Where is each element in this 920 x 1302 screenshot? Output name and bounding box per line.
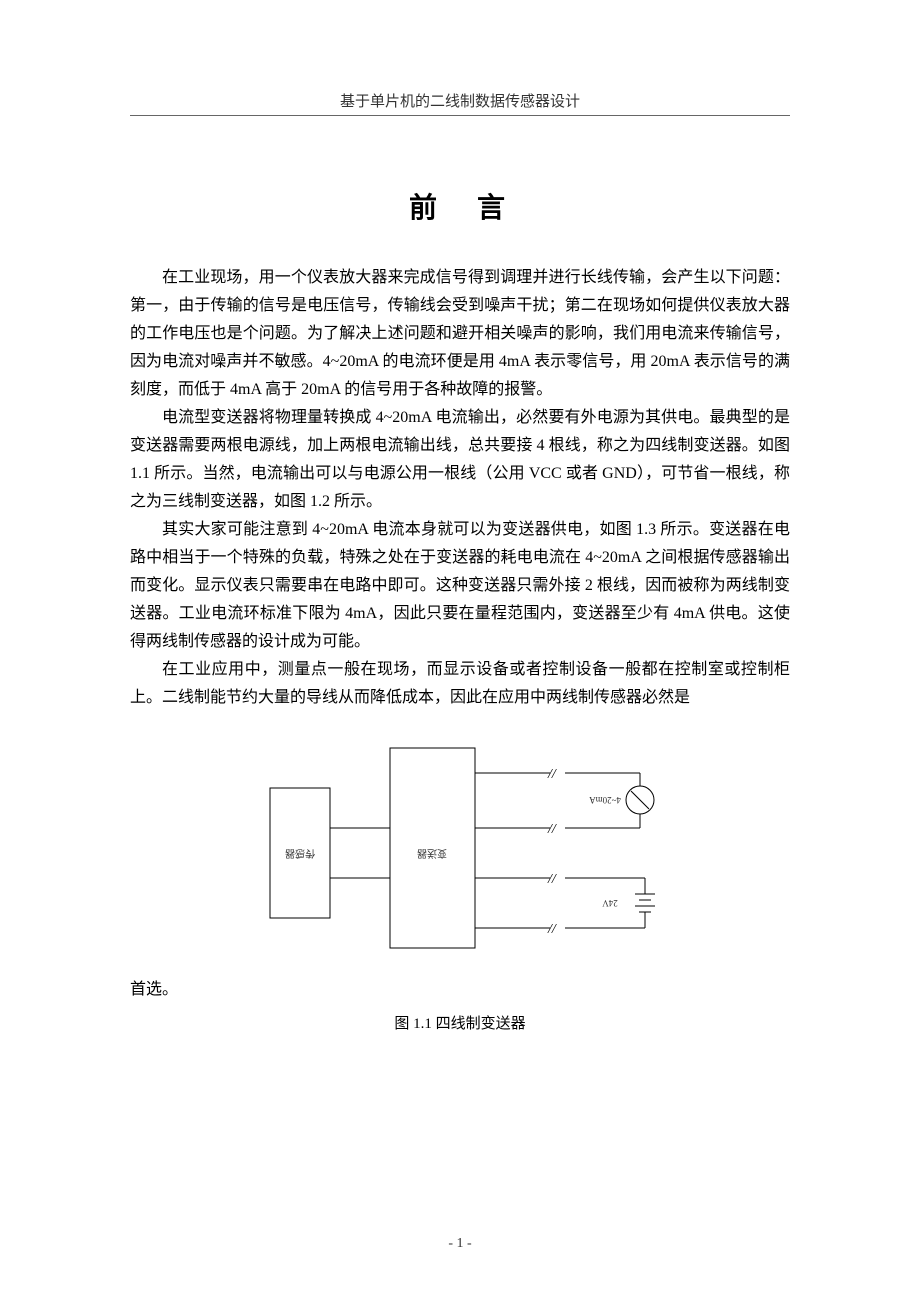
paragraph-1: 在工业现场，用一个仪表放大器来完成信号得到调理并进行长线传输，会产生以下问题：第… [130, 264, 790, 404]
voltage-label: 24V [602, 898, 618, 908]
current-label: 4~20mA [589, 795, 621, 805]
paragraph-4: 在工业应用中，测量点一般在现场，而显示设备或者控制设备一般都在控制室或控制柜上。… [130, 656, 790, 712]
document-title: 前 言 [130, 186, 790, 226]
document-body: 在工业现场，用一个仪表放大器来完成信号得到调理并进行长线传输，会产生以下问题：第… [130, 264, 790, 712]
figure-caption: 图 1.1 四线制变送器 [130, 1012, 790, 1033]
circuit-diagram: 传感器 变送器 // // // // 4~20mA 24V [240, 728, 680, 968]
svg-text://: // [547, 822, 557, 837]
paragraph-end: 首选。 [130, 976, 790, 1004]
page-header: 基于单片机的二线制数据传感器设计 [130, 90, 790, 116]
page-number: - 1 - [448, 1236, 471, 1252]
paragraph-2: 电流型变送器将物理量转换成 4~20mA 电流输出，必然要有外电源为其供电。最典… [130, 404, 790, 516]
svg-text://: // [547, 872, 557, 887]
sensor-label: 传感器 [285, 847, 315, 860]
figure-1-1: 传感器 变送器 // // // // 4~20mA 24V [130, 728, 790, 968]
svg-text://: // [547, 922, 557, 937]
transmitter-label: 变送器 [417, 847, 447, 860]
paragraph-3: 其实大家可能注意到 4~20mA 电流本身就可以为变送器供电，如图 1.3 所示… [130, 516, 790, 656]
svg-text://: // [547, 767, 557, 782]
document-body-end: 首选。 [130, 976, 790, 1004]
header-title: 基于单片机的二线制数据传感器设计 [340, 94, 580, 110]
